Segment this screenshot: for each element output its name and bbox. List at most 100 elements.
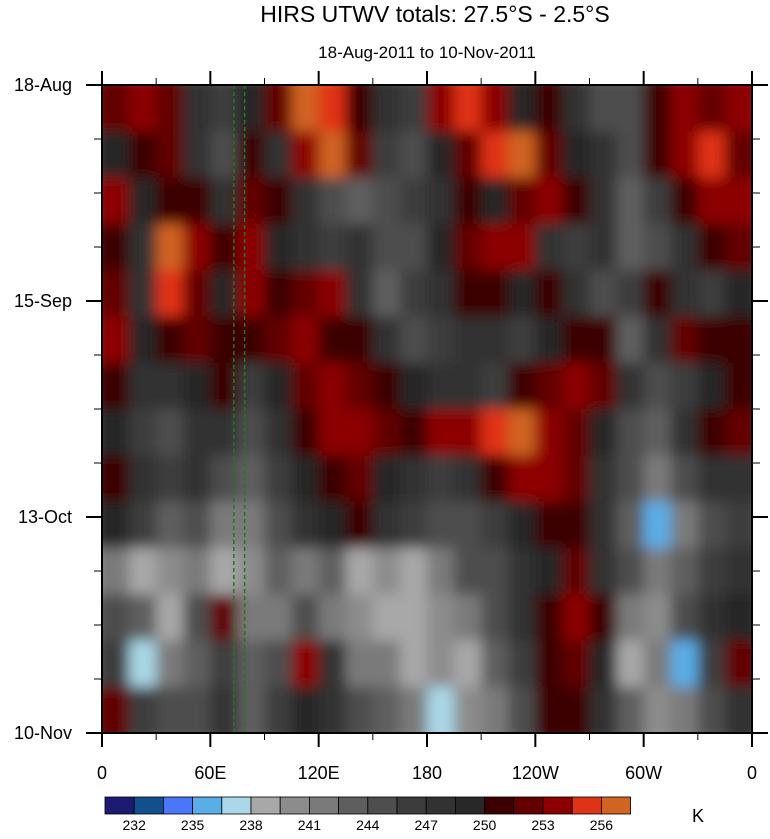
field-cell [264, 640, 293, 688]
field-cell [102, 316, 131, 364]
field-cell [589, 547, 618, 596]
x-tick-label: 120W [512, 763, 559, 783]
field-cell [589, 501, 618, 549]
field-cell [372, 409, 401, 457]
field-cell [616, 223, 645, 272]
colorbar-swatch [133, 796, 164, 815]
x-tick-label: 120E [298, 763, 340, 783]
field-cell [508, 501, 537, 549]
field-cell [129, 316, 158, 364]
y-tick-label: 13-Oct [18, 507, 72, 527]
field-cell [102, 85, 131, 133]
field-cell [535, 270, 564, 318]
field-cell [183, 501, 212, 549]
field-cell [345, 316, 374, 364]
field-cell [427, 316, 456, 364]
field-cell [264, 409, 293, 457]
field-cell [183, 177, 212, 225]
field-cell [643, 270, 672, 318]
field-cell [643, 177, 672, 225]
field-cell [535, 85, 564, 133]
field-cell [345, 85, 374, 133]
x-tick-label: 60E [194, 763, 226, 783]
field-cell [562, 270, 591, 318]
field-cell [670, 362, 699, 410]
field-cell [427, 455, 456, 503]
field-cell [399, 85, 428, 133]
field-cell [129, 686, 158, 733]
field-cell [643, 85, 672, 133]
field-cell [345, 270, 374, 318]
field-cell [156, 686, 185, 733]
field-cell [156, 640, 185, 688]
field-cell [535, 131, 564, 179]
field-cell [697, 177, 726, 225]
field-cell [454, 223, 483, 272]
field-cell [102, 362, 131, 410]
colorbar-label: 238 [239, 817, 263, 833]
field-cell [697, 131, 726, 179]
field-cell [129, 223, 158, 272]
field-cell [264, 85, 293, 133]
field-cell [129, 547, 158, 596]
field-cell [535, 362, 564, 410]
field-cell [697, 316, 726, 364]
field-cell [318, 409, 347, 457]
field-cell [129, 455, 158, 503]
field-cell [345, 594, 374, 642]
field-cell [345, 547, 374, 596]
field-cell [427, 270, 456, 318]
field-cell [129, 362, 158, 410]
field-cell [129, 501, 158, 549]
field-cell [481, 362, 510, 410]
field-cell [481, 455, 510, 503]
field-cell [454, 594, 483, 642]
colorbar-swatch [162, 796, 193, 815]
field-cell [454, 316, 483, 364]
field-cell [670, 223, 699, 272]
field-cell [589, 686, 618, 733]
field-cell [562, 409, 591, 457]
field-cell [535, 316, 564, 364]
field-cell [102, 547, 131, 596]
field-cell [237, 640, 266, 688]
field-cell [670, 177, 699, 225]
field-cell [237, 686, 266, 733]
field-cell [399, 316, 428, 364]
field-cell [427, 594, 456, 642]
field-cell [589, 85, 618, 133]
field-cell [399, 131, 428, 179]
field-cell [454, 85, 483, 133]
colorbar-label: 232 [123, 817, 147, 833]
field-cell [589, 316, 618, 364]
colorbar-swatch [454, 796, 485, 815]
colorbar-swatch [484, 796, 515, 815]
field-cell [508, 455, 537, 503]
field-cell [697, 85, 726, 133]
field-cell [724, 85, 752, 133]
y-tick-label: 18-Aug [14, 75, 72, 95]
chart-title: HIRS UTWV totals: 27.5°S - 2.5°S [260, 1, 609, 27]
field-cell [697, 547, 726, 596]
field-cell [156, 547, 185, 596]
field-cell [183, 223, 212, 272]
field-cell [454, 547, 483, 596]
field-cell [183, 455, 212, 503]
field-cell [670, 594, 699, 642]
field-cell [670, 270, 699, 318]
field-cell [562, 640, 591, 688]
y-tick-label: 15-Sep [14, 291, 72, 311]
field-cell [643, 223, 672, 272]
field-cell [454, 131, 483, 179]
field-cell [562, 223, 591, 272]
field-cell [264, 686, 293, 733]
field-cell [454, 640, 483, 688]
field-cell [183, 85, 212, 133]
field-cell [345, 362, 374, 410]
field-cell [562, 594, 591, 642]
field-cell [183, 362, 212, 410]
field-cell [345, 640, 374, 688]
field-cell [264, 177, 293, 225]
field-cell [318, 177, 347, 225]
field-cell [129, 85, 158, 133]
